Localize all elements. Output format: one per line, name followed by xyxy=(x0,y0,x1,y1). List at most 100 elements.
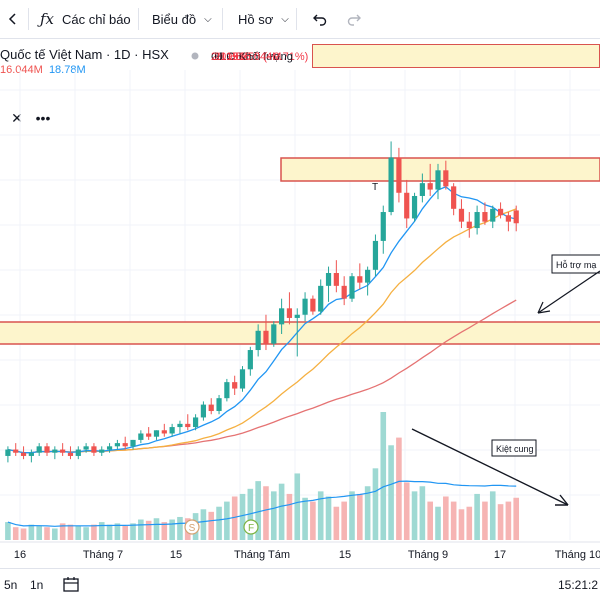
volume-bar xyxy=(36,525,42,540)
chevron-left-icon[interactable] xyxy=(6,0,20,38)
candle-body xyxy=(466,221,472,229)
volume-bar xyxy=(255,481,261,540)
candle-body xyxy=(177,423,183,428)
volume-bar xyxy=(5,522,11,540)
change-value: −0.55 (−2.71%) xyxy=(232,51,309,63)
candle-body xyxy=(388,157,394,213)
volume-bar xyxy=(208,511,215,540)
volume-bar xyxy=(98,522,105,540)
candle-body xyxy=(341,285,347,299)
volume-bar xyxy=(114,523,121,540)
candle-body xyxy=(482,212,488,222)
support-arrow xyxy=(537,270,600,314)
candle-body xyxy=(505,215,511,222)
candle-body xyxy=(419,183,425,196)
low-value: 19.50 xyxy=(220,51,248,63)
chart-menu-button[interactable]: Biểu đồ ⌵ xyxy=(152,0,212,38)
volume-bar xyxy=(278,483,285,540)
candle-body xyxy=(130,439,136,447)
volume-bar xyxy=(364,486,371,540)
volume-bar xyxy=(403,482,410,540)
candle-body xyxy=(208,404,214,412)
volume-bar xyxy=(450,501,457,540)
dot-icon xyxy=(190,49,200,64)
range-1n-button[interactable]: 1n xyxy=(30,578,44,592)
redo-button[interactable] xyxy=(346,0,362,38)
undo-button[interactable] xyxy=(312,0,328,38)
volume-label: Khối lượng xyxy=(238,51,293,63)
candle-body xyxy=(161,430,167,434)
volume-bar xyxy=(28,524,35,540)
time-axis-label: Tháng 7 xyxy=(83,549,123,561)
volume-bar xyxy=(427,501,433,540)
close-value: 19.75 xyxy=(226,51,254,63)
high-value: 20.30 xyxy=(214,51,242,63)
support-label-box xyxy=(551,254,600,274)
candle-body xyxy=(365,269,371,283)
candle-body xyxy=(294,314,300,318)
volume-bar xyxy=(349,491,355,540)
volume-bar xyxy=(169,519,175,540)
arrow-head-icon xyxy=(537,301,551,314)
candle-body xyxy=(490,208,496,222)
f-event-label: F xyxy=(248,523,254,534)
candle-body xyxy=(13,449,19,453)
price-chart[interactable]: T S F Hỗ trợ mạ Kiệt cung 16 Tháng 7 15 Tháng Tá… xyxy=(0,38,600,568)
range-5n-button[interactable]: 5n xyxy=(4,578,18,592)
candle-body xyxy=(83,446,89,450)
candle-body xyxy=(427,183,433,190)
candle-body xyxy=(232,382,238,389)
symbol-title[interactable]: Quốc tế Việt Nam · 1D · HSX xyxy=(0,47,169,62)
volume-bar xyxy=(52,528,58,540)
bottom-toolbar: 5n 1n 15:21:2 xyxy=(0,568,600,601)
candle-body xyxy=(325,273,332,286)
candle-body xyxy=(185,423,191,428)
candle-body xyxy=(513,210,519,224)
volume-bar xyxy=(396,437,402,540)
volume-bar xyxy=(474,493,480,540)
candle-body xyxy=(169,427,175,434)
support-label: Hỗ trợ mạ xyxy=(556,260,596,270)
more-icon[interactable]: ••• xyxy=(35,110,51,126)
support-zone xyxy=(0,321,600,345)
profile-menu-label: Hồ sơ xyxy=(238,11,274,27)
volume-bar xyxy=(67,524,74,540)
arrow-head-icon xyxy=(555,494,569,506)
volume-bar xyxy=(145,520,152,540)
calendar-icon[interactable] xyxy=(62,575,80,596)
chevron-down-icon: ⌵ xyxy=(281,13,289,25)
candle-body xyxy=(247,350,253,370)
volume-bar xyxy=(286,493,293,540)
candle-body xyxy=(106,446,113,450)
candle-body xyxy=(411,195,418,219)
candle-body xyxy=(239,369,246,389)
candle-body xyxy=(443,170,449,187)
profile-menu-button[interactable]: Hồ sơ ⌵ xyxy=(238,0,289,38)
candle-body xyxy=(333,273,339,286)
candle-body xyxy=(224,382,230,399)
open-value: 20.15 xyxy=(211,51,239,63)
t-marker: T xyxy=(372,182,378,193)
volume-bar xyxy=(138,519,144,540)
indicators-button[interactable]: ƒx Các chỉ báo xyxy=(40,0,131,38)
exhaustion-arrow xyxy=(411,428,569,506)
candle-body xyxy=(380,212,386,241)
redo-icon xyxy=(347,14,361,26)
volume-value: 16.044M xyxy=(238,51,282,63)
candle-body xyxy=(28,452,34,456)
time-axis-label: 15 xyxy=(170,549,182,561)
volume-bar xyxy=(83,527,89,540)
volume-bar xyxy=(200,509,207,540)
close-icon[interactable]: ✕ xyxy=(11,109,23,126)
volume-bar xyxy=(270,491,277,540)
time-axis-label: 15 xyxy=(339,549,351,561)
volume-bar xyxy=(75,525,82,540)
candle-body xyxy=(357,276,363,283)
candle-body xyxy=(75,449,81,456)
volume-bar xyxy=(310,501,316,540)
volume-bar xyxy=(153,518,160,540)
candle-body xyxy=(255,330,261,351)
candle-body xyxy=(286,308,293,318)
chart-menu-label: Biểu đồ xyxy=(152,11,197,27)
s-event-marker xyxy=(184,519,200,535)
